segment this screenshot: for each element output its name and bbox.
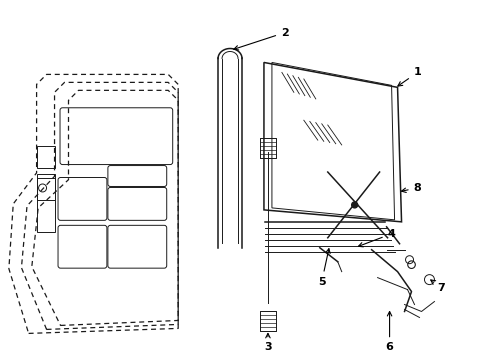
Text: 1: 1	[397, 67, 421, 86]
Text: 3: 3	[264, 333, 271, 352]
Text: 4: 4	[358, 229, 395, 247]
Circle shape	[351, 202, 357, 208]
Text: 8: 8	[401, 183, 421, 193]
Text: 2: 2	[233, 28, 288, 50]
Bar	[260, 311, 275, 332]
Bar	[37, 178, 55, 200]
Bar	[37, 146, 55, 168]
Text: 6: 6	[385, 311, 393, 352]
Bar	[37, 174, 55, 232]
Text: 5: 5	[317, 249, 329, 287]
Bar	[260, 138, 275, 158]
Text: 7: 7	[430, 280, 445, 293]
